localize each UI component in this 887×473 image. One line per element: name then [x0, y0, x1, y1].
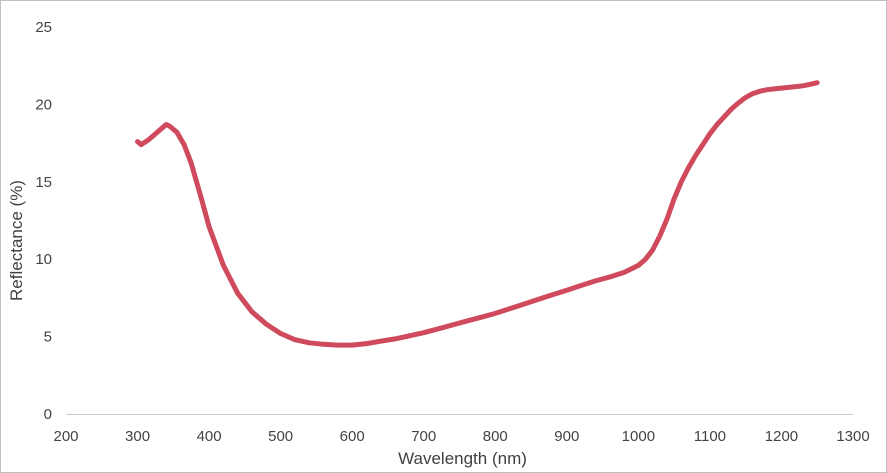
x-tick-label: 1100 — [694, 428, 726, 445]
y-tick-label: 25 — [35, 19, 52, 36]
y-tick-label: 10 — [35, 251, 52, 268]
x-tick-label: 200 — [53, 428, 78, 445]
x-tick-label: 500 — [268, 428, 293, 445]
x-tick-label: 400 — [197, 428, 222, 445]
x-axis-title: Wavelength (nm) — [398, 449, 527, 468]
x-tick-label: 800 — [483, 428, 508, 445]
x-tick-label: 1000 — [622, 428, 655, 445]
x-tick-label: 300 — [125, 428, 150, 445]
x-tick-label: 1300 — [836, 428, 869, 445]
x-tick-label: 600 — [340, 428, 365, 445]
y-tick-label: 20 — [35, 96, 52, 113]
y-axis-title: Reflectance (%) — [7, 180, 26, 301]
series-line-reflectance — [135, 80, 820, 348]
y-tick-label: 15 — [35, 174, 52, 191]
y-tick-label: 5 — [44, 329, 52, 346]
y-tick-labels: 0 5 10 15 20 25 — [35, 19, 52, 423]
x-tick-label: 700 — [411, 428, 436, 445]
y-tick-label: 0 — [44, 406, 52, 423]
x-tick-label: 1200 — [765, 428, 798, 445]
x-tick-labels: 200 300 400 500 600 700 800 900 1000 1100 1200 1300 — [53, 428, 869, 445]
x-tick-label: 900 — [554, 428, 579, 445]
